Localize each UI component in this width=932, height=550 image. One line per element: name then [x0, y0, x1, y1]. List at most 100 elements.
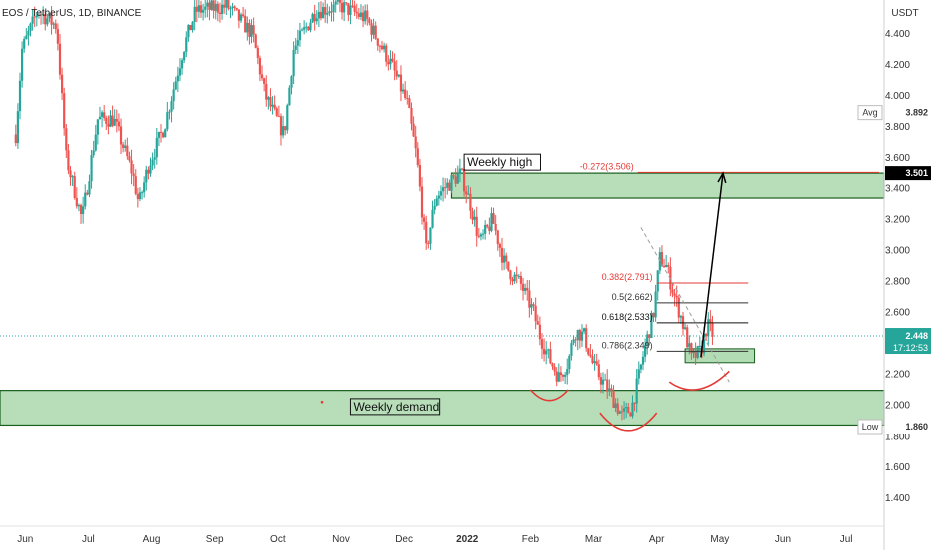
candle-body-280 [604, 379, 607, 381]
candle-body-12 [39, 14, 43, 16]
candle-body-14 [44, 14, 47, 25]
candle-body-86 [195, 6, 198, 12]
x-tick-11: May [710, 534, 729, 545]
zones-layer [0, 172, 885, 427]
candle-body-140 [309, 22, 312, 31]
fib-label-2: 0.5(2.662) [612, 292, 653, 302]
candle-body-160 [351, 5, 354, 7]
candle-body-154 [338, 0, 342, 3]
candle-body-55 [130, 160, 133, 174]
candle-body-28 [73, 176, 76, 198]
candle-body-279 [601, 379, 605, 385]
candle-body-190 [414, 136, 417, 149]
last-price-bg [885, 328, 931, 355]
candle-body-287 [618, 411, 621, 414]
candle-body-34 [86, 192, 89, 195]
candle-body-56 [132, 173, 135, 177]
last-price-tag[interactable]: 2.448 17:12:53 [885, 328, 931, 355]
candle-body-65 [151, 159, 154, 166]
candle-body-114 [254, 34, 257, 48]
candle-body-284 [612, 391, 615, 408]
candle-body-117 [260, 74, 264, 79]
y-tick-8: 2.800 [885, 277, 910, 288]
candle-body-325 [698, 345, 701, 347]
candle-body-119 [265, 83, 268, 100]
countdown-value: 17:12:53 [893, 343, 928, 353]
candle-body-16 [48, 13, 51, 19]
candle-body-83 [189, 24, 192, 31]
candle-body-265 [572, 339, 575, 344]
candle-body-130 [288, 87, 291, 106]
candle-body-256 [553, 366, 556, 372]
candle-body-202 [439, 191, 443, 196]
candle-body-240 [519, 276, 523, 284]
candle-body-288 [620, 411, 624, 413]
candle-body-85 [193, 6, 196, 22]
candle-body-194 [423, 217, 426, 222]
candle-body-233 [505, 255, 508, 262]
candle-body-109 [244, 15, 247, 33]
resistance-tag[interactable]: 3.501 [885, 166, 931, 181]
weekly-demand-zone[interactable] [0, 390, 885, 427]
x-tick-10: Apr [649, 534, 665, 545]
candle-body-1 [16, 111, 19, 144]
candle-body-267 [576, 329, 579, 340]
candle-body-304 [654, 291, 657, 318]
candle-body-141 [311, 13, 314, 23]
dashed-trendline[interactable] [640, 227, 730, 383]
low-tag[interactable]: 1.860 Low [857, 419, 931, 435]
candle-body-90 [204, 6, 207, 10]
candle-body-43 [105, 118, 108, 124]
candle-body-3 [21, 48, 24, 81]
weekly-high-zone[interactable] [450, 172, 885, 199]
candle-body-314 [675, 295, 678, 298]
candle-body-135 [298, 30, 302, 41]
candle-body-230 [498, 243, 501, 248]
candle-body-98 [220, 4, 224, 15]
avg-tag[interactable]: 3.892 Avg [857, 105, 931, 121]
candle-body-215 [467, 193, 470, 195]
candle-body-255 [551, 363, 554, 367]
candle-body-195 [425, 221, 428, 244]
candle-body-50 [119, 126, 123, 145]
demand-curve-right[interactable] [599, 412, 658, 432]
candle-body-106 [237, 9, 240, 21]
candle-body-132 [292, 50, 295, 77]
candle-body-217 [471, 210, 474, 220]
candle-body-30 [77, 205, 81, 207]
avg-tag-label-bg [857, 105, 883, 121]
candle-body-116 [258, 57, 262, 75]
candle-body-221 [479, 234, 483, 237]
price-axis[interactable]: 4.400 4.200 4.000 3.800 3.600 3.400 3.200 3.000… [857, 29, 931, 504]
candle-body-263 [568, 355, 571, 370]
weekly-demand-label[interactable]: Weekly demand [349, 398, 441, 416]
candle-body-253 [547, 349, 550, 351]
candle-body-113 [252, 25, 255, 35]
candle-body-300 [646, 334, 649, 346]
candle-body-0 [14, 134, 17, 144]
avg-tag-label: Avg [862, 108, 877, 118]
candle-body-289 [622, 408, 626, 412]
candle-body-157 [345, 2, 348, 4]
candle-body-241 [521, 283, 525, 291]
candle-body-212 [460, 168, 464, 170]
weekly-high-label[interactable]: Weekly high [463, 153, 542, 171]
candle-body-242 [524, 287, 527, 291]
candle-body-238 [515, 274, 518, 277]
candle-body-44 [107, 123, 110, 127]
candle-body-170 [372, 25, 375, 35]
candle-body-51 [122, 144, 125, 148]
candle-body-268 [578, 329, 581, 341]
candle-body-226 [490, 213, 493, 231]
candle-body-26 [69, 170, 72, 178]
candle-body-9 [33, 16, 36, 18]
candle-body-82 [187, 24, 190, 38]
projection-arrow-line[interactable] [700, 173, 724, 358]
candle-body-206 [448, 182, 451, 191]
fib-label-3: 0.618(2.533) [602, 312, 653, 322]
candle-body-91 [206, 2, 209, 7]
candle-body-257 [555, 371, 558, 382]
time-axis[interactable]: Jun Jul Aug Sep Oct Nov Dec 2022 Feb Mar Apr May Jun… [17, 534, 852, 545]
demand-curve-left[interactable] [529, 389, 569, 402]
